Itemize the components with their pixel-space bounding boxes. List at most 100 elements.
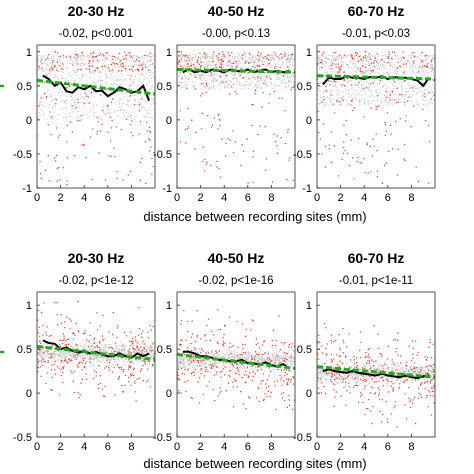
scatter-point-gray bbox=[400, 83, 403, 86]
scatter-point-gray bbox=[243, 65, 245, 67]
scatter-point-gray bbox=[278, 84, 280, 86]
scatter-point-gray bbox=[408, 89, 410, 91]
scatter-point-gray bbox=[133, 81, 135, 83]
scatter-point-red bbox=[81, 369, 83, 371]
scatter-point-gray bbox=[118, 98, 120, 100]
scatter-point-gray bbox=[369, 70, 371, 72]
scatter-point-red bbox=[93, 339, 95, 341]
scatter-point-red bbox=[122, 58, 125, 60]
scatter-point-gray bbox=[216, 75, 218, 77]
scatter-point-gray bbox=[104, 66, 106, 68]
scatter-point-red bbox=[40, 97, 42, 99]
scatter-point-gray bbox=[405, 93, 407, 95]
scatter-point-gray bbox=[103, 114, 105, 116]
scatter-point-gray bbox=[362, 72, 364, 74]
scatter-point-gray bbox=[43, 105, 45, 107]
scatter-point-gray bbox=[386, 103, 388, 105]
scatter-point-gray bbox=[70, 105, 72, 107]
scatter-point-red bbox=[287, 66, 289, 68]
scatter-point-gray bbox=[342, 92, 344, 94]
scatter-point-red bbox=[218, 53, 220, 55]
scatter-point-gray bbox=[125, 103, 127, 105]
scatter-point-gray bbox=[318, 90, 320, 92]
scatter-point-gray bbox=[124, 59, 126, 61]
scatter-point-gray bbox=[142, 348, 144, 350]
scatter-point-gray bbox=[393, 66, 396, 68]
scatter-point-gray bbox=[333, 59, 335, 61]
scatter-point-gray bbox=[410, 67, 412, 69]
scatter-point-red bbox=[179, 65, 182, 68]
scatter-point-gray bbox=[431, 103, 434, 105]
scatter-point-gray bbox=[48, 68, 50, 70]
scatter-point-red bbox=[133, 367, 135, 370]
scatter-point-gray bbox=[376, 64, 378, 66]
scatter-point-gray bbox=[195, 57, 197, 59]
scatter-point-gray bbox=[431, 70, 433, 72]
scatter-point-gray bbox=[152, 59, 155, 61]
scatter-point-red bbox=[125, 335, 128, 337]
scatter-point-gray bbox=[335, 93, 338, 95]
scatter-point-gray bbox=[195, 55, 197, 57]
scatter-point-gray bbox=[125, 112, 127, 114]
scatter-point-gray bbox=[123, 361, 125, 364]
scatter-point-gray bbox=[377, 60, 379, 62]
scatter-point-gray bbox=[237, 72, 239, 74]
scatter-point-gray bbox=[116, 56, 118, 58]
scatter-point-red bbox=[63, 366, 65, 368]
scatter-point-red bbox=[125, 54, 128, 56]
scatter-point-gray bbox=[327, 59, 329, 61]
scatter-point-red bbox=[123, 51, 126, 53]
scatter-point-red bbox=[231, 62, 233, 65]
scatter-point-gray bbox=[259, 86, 261, 88]
scatter-point-red bbox=[59, 64, 61, 67]
scatter-point-gray bbox=[336, 72, 338, 74]
scatter-point-red bbox=[138, 104, 141, 106]
scatter-point-gray bbox=[357, 95, 359, 97]
scatter-point-red bbox=[50, 67, 52, 69]
scatter-point-gray bbox=[102, 68, 104, 71]
scatter-point-gray bbox=[252, 82, 254, 84]
scatter-point-gray bbox=[141, 66, 143, 68]
scatter-point-red bbox=[381, 182, 383, 184]
scatter-point-red bbox=[228, 60, 230, 63]
scatter-point-gray bbox=[217, 73, 219, 75]
scatter-point-gray bbox=[128, 54, 130, 56]
scatter-point-red bbox=[236, 65, 238, 67]
scatter-point-red bbox=[350, 139, 353, 141]
scatter-point-red bbox=[71, 131, 74, 133]
scatter-point-gray bbox=[115, 111, 117, 113]
scatter-point-red bbox=[56, 366, 59, 368]
scatter-point-red bbox=[136, 69, 139, 71]
scatter-point-gray bbox=[214, 88, 216, 90]
scatter-point-gray bbox=[73, 109, 75, 111]
scatter-point-red bbox=[200, 65, 202, 67]
scatter-point-red bbox=[140, 333, 143, 335]
scatter-point-red bbox=[136, 345, 139, 348]
scatter-point-gray bbox=[406, 70, 408, 72]
scatter-point-gray bbox=[397, 98, 399, 100]
scatter-point-gray bbox=[71, 361, 73, 363]
scatter-point-red bbox=[135, 340, 137, 342]
scatter-point-red bbox=[289, 157, 291, 159]
scatter-point-gray bbox=[226, 351, 228, 353]
scatter-point-gray bbox=[91, 356, 93, 358]
scatter-point-red bbox=[124, 384, 126, 386]
scatter-point-gray bbox=[233, 54, 235, 56]
scatter-point-gray bbox=[51, 347, 53, 349]
scatter-point-gray bbox=[342, 55, 344, 57]
scatter-point-red bbox=[129, 361, 132, 364]
scatter-point-red bbox=[362, 71, 364, 73]
y-tick-label: -0.5 bbox=[293, 149, 312, 161]
scatter-point-red bbox=[232, 151, 235, 154]
scatter-point-gray bbox=[371, 101, 373, 104]
scatter-point-gray bbox=[233, 82, 235, 84]
scatter-point-gray bbox=[191, 53, 194, 56]
scatter-point-gray bbox=[419, 68, 421, 70]
scatter-point-gray bbox=[84, 107, 86, 109]
scatter-point-red bbox=[370, 107, 373, 110]
scatter-point-gray bbox=[367, 69, 369, 72]
scatter-point-gray bbox=[201, 67, 203, 69]
y-tick-label: 0 bbox=[26, 115, 32, 127]
scatter-point-gray bbox=[336, 101, 338, 103]
scatter-point-red bbox=[242, 150, 245, 152]
